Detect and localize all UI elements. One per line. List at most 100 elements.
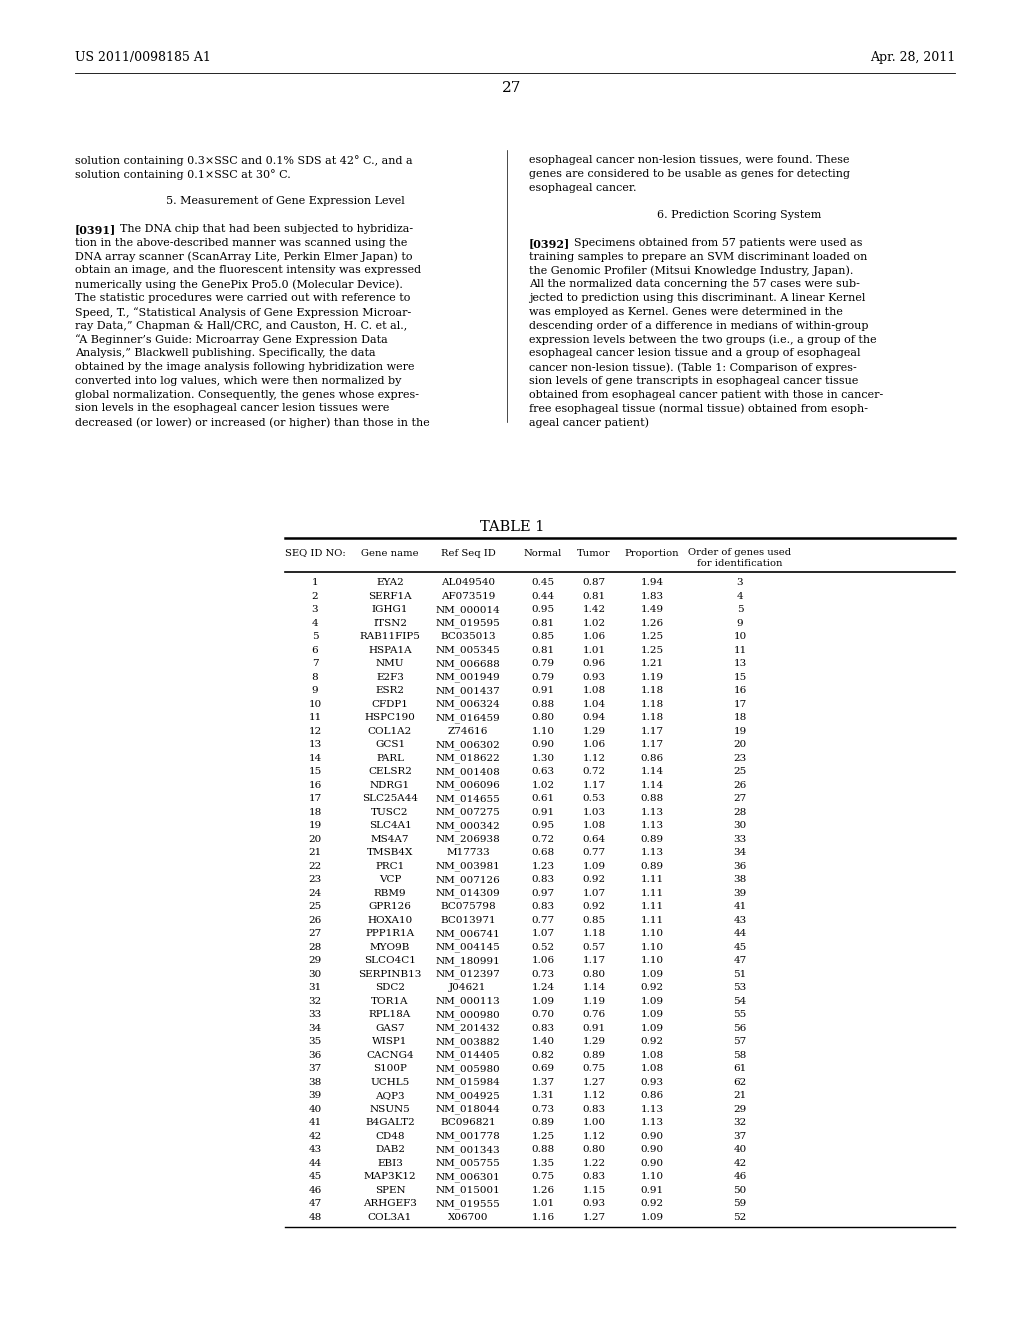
Text: 40: 40 bbox=[308, 1105, 322, 1114]
Text: 32: 32 bbox=[308, 997, 322, 1006]
Text: 1.00: 1.00 bbox=[583, 1118, 605, 1127]
Text: DNA array scanner (ScanArray Lite, Perkin Elmer Japan) to: DNA array scanner (ScanArray Lite, Perki… bbox=[75, 252, 413, 263]
Text: NM_006301: NM_006301 bbox=[435, 1172, 501, 1181]
Text: 1.09: 1.09 bbox=[640, 1024, 664, 1032]
Text: 0.90: 0.90 bbox=[640, 1159, 664, 1168]
Text: NM_000980: NM_000980 bbox=[435, 1010, 501, 1019]
Text: 21: 21 bbox=[733, 1092, 746, 1101]
Text: DAB2: DAB2 bbox=[375, 1146, 406, 1154]
Text: X06700: X06700 bbox=[447, 1213, 488, 1222]
Text: 1.18: 1.18 bbox=[640, 713, 664, 722]
Text: 1.13: 1.13 bbox=[640, 849, 664, 857]
Text: 10: 10 bbox=[733, 632, 746, 642]
Text: MS4A7: MS4A7 bbox=[371, 834, 410, 843]
Text: 1.13: 1.13 bbox=[640, 1118, 664, 1127]
Text: Apr. 28, 2011: Apr. 28, 2011 bbox=[869, 51, 955, 65]
Text: 28: 28 bbox=[308, 942, 322, 952]
Text: 8: 8 bbox=[311, 673, 318, 681]
Text: BC035013: BC035013 bbox=[440, 632, 496, 642]
Text: 51: 51 bbox=[733, 970, 746, 978]
Text: 1.49: 1.49 bbox=[640, 606, 664, 614]
Text: 1.01: 1.01 bbox=[531, 1200, 555, 1208]
Text: NM_019595: NM_019595 bbox=[435, 618, 501, 628]
Text: 6: 6 bbox=[311, 645, 318, 655]
Text: SLC25A44: SLC25A44 bbox=[362, 795, 418, 804]
Text: tion in the above-described manner was scanned using the: tion in the above-described manner was s… bbox=[75, 238, 408, 248]
Text: 0.91: 0.91 bbox=[531, 686, 555, 696]
Text: 1.31: 1.31 bbox=[531, 1092, 555, 1101]
Text: 4: 4 bbox=[736, 591, 743, 601]
Text: 5. Measurement of Gene Expression Level: 5. Measurement of Gene Expression Level bbox=[166, 197, 404, 206]
Text: PRC1: PRC1 bbox=[376, 862, 404, 871]
Text: 1.14: 1.14 bbox=[640, 780, 664, 789]
Text: 1.11: 1.11 bbox=[640, 903, 664, 911]
Text: 1.16: 1.16 bbox=[531, 1213, 555, 1222]
Text: 1.21: 1.21 bbox=[640, 659, 664, 668]
Text: S100P: S100P bbox=[373, 1064, 407, 1073]
Text: 1.03: 1.03 bbox=[583, 808, 605, 817]
Text: 0.77: 0.77 bbox=[583, 849, 605, 857]
Text: NM_201432: NM_201432 bbox=[435, 1023, 501, 1034]
Text: 0.79: 0.79 bbox=[531, 673, 555, 681]
Text: EYA2: EYA2 bbox=[376, 578, 403, 587]
Text: 0.80: 0.80 bbox=[583, 1146, 605, 1154]
Text: NM_006096: NM_006096 bbox=[435, 780, 501, 791]
Text: 0.89: 0.89 bbox=[583, 1051, 605, 1060]
Text: 1.11: 1.11 bbox=[640, 888, 664, 898]
Text: 1.08: 1.08 bbox=[583, 821, 605, 830]
Text: 0.91: 0.91 bbox=[531, 808, 555, 817]
Text: descending order of a difference in medians of within-group: descending order of a difference in medi… bbox=[529, 321, 868, 330]
Text: 0.85: 0.85 bbox=[583, 916, 605, 925]
Text: SDC2: SDC2 bbox=[375, 983, 406, 993]
Text: BC013971: BC013971 bbox=[440, 916, 496, 925]
Text: 17: 17 bbox=[308, 795, 322, 804]
Text: 11: 11 bbox=[308, 713, 322, 722]
Text: ageal cancer patient): ageal cancer patient) bbox=[529, 417, 649, 428]
Text: M17733: M17733 bbox=[446, 849, 489, 857]
Text: 0.91: 0.91 bbox=[640, 1185, 664, 1195]
Text: NM_018044: NM_018044 bbox=[435, 1105, 501, 1114]
Text: 0.57: 0.57 bbox=[583, 942, 605, 952]
Text: EBI3: EBI3 bbox=[377, 1159, 402, 1168]
Text: 1.94: 1.94 bbox=[640, 578, 664, 587]
Text: 0.61: 0.61 bbox=[531, 795, 555, 804]
Text: US 2011/0098185 A1: US 2011/0098185 A1 bbox=[75, 51, 211, 65]
Text: 0.88: 0.88 bbox=[531, 700, 555, 709]
Text: 1.30: 1.30 bbox=[531, 754, 555, 763]
Text: 1.08: 1.08 bbox=[640, 1064, 664, 1073]
Text: 1.35: 1.35 bbox=[531, 1159, 555, 1168]
Text: 0.90: 0.90 bbox=[531, 741, 555, 750]
Text: for identification: for identification bbox=[697, 558, 782, 568]
Text: 4: 4 bbox=[311, 619, 318, 628]
Text: GCS1: GCS1 bbox=[375, 741, 406, 750]
Text: 1.14: 1.14 bbox=[583, 983, 605, 993]
Text: NM_001778: NM_001778 bbox=[435, 1131, 501, 1140]
Text: NM_004145: NM_004145 bbox=[435, 942, 501, 952]
Text: NM_001437: NM_001437 bbox=[435, 686, 501, 696]
Text: 3: 3 bbox=[736, 578, 743, 587]
Text: 0.83: 0.83 bbox=[583, 1105, 605, 1114]
Text: 33: 33 bbox=[733, 834, 746, 843]
Text: 23: 23 bbox=[308, 875, 322, 884]
Text: 1.25: 1.25 bbox=[640, 632, 664, 642]
Text: 0.75: 0.75 bbox=[531, 1172, 555, 1181]
Text: 44: 44 bbox=[733, 929, 746, 939]
Text: 0.76: 0.76 bbox=[583, 1010, 605, 1019]
Text: 0.85: 0.85 bbox=[531, 632, 555, 642]
Text: 1.07: 1.07 bbox=[583, 888, 605, 898]
Text: 19: 19 bbox=[733, 727, 746, 735]
Text: NM_003882: NM_003882 bbox=[435, 1038, 501, 1047]
Text: NM_007275: NM_007275 bbox=[435, 808, 501, 817]
Text: TABLE 1: TABLE 1 bbox=[480, 520, 544, 535]
Text: 1.25: 1.25 bbox=[531, 1131, 555, 1140]
Text: Order of genes used: Order of genes used bbox=[688, 548, 792, 557]
Text: 0.92: 0.92 bbox=[583, 903, 605, 911]
Text: 1.18: 1.18 bbox=[583, 929, 605, 939]
Text: 61: 61 bbox=[733, 1064, 746, 1073]
Text: VCP: VCP bbox=[379, 875, 401, 884]
Text: 58: 58 bbox=[733, 1051, 746, 1060]
Text: 0.75: 0.75 bbox=[583, 1064, 605, 1073]
Text: NMU: NMU bbox=[376, 659, 404, 668]
Text: 1.19: 1.19 bbox=[583, 997, 605, 1006]
Text: 0.83: 0.83 bbox=[583, 1172, 605, 1181]
